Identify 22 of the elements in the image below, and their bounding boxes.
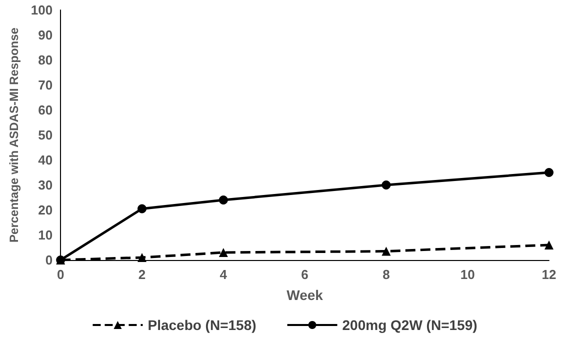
x-tick-label: 4 [220, 267, 228, 282]
x-tick-label: 8 [382, 267, 390, 282]
y-tick-label: 100 [30, 2, 53, 18]
y-tick-label: 90 [38, 28, 53, 42]
y-tick-label: 0 [45, 252, 53, 268]
x-tick-label: 0 [56, 267, 64, 282]
y-tick-label: 30 [38, 178, 53, 192]
x-tick-label: 2 [138, 267, 146, 282]
y-tick-label: 20 [38, 202, 53, 218]
x-tick-label: 6 [301, 267, 308, 282]
y-tick-label: 10 [38, 228, 53, 242]
legend-label: Placebo (N=158) [148, 317, 256, 333]
y-tick-label: 70 [38, 78, 53, 92]
y-tick-label: 40 [38, 152, 53, 168]
x-tick-label: 10 [460, 267, 475, 282]
y-axis-title: Percentage with ASDAS-MI Response [7, 27, 21, 242]
y-tick-label: 50 [38, 128, 53, 142]
y-tick-label: 60 [38, 102, 53, 118]
legend-label: 200mg Q2W (N=159) [342, 317, 478, 333]
x-axis-title: Week [286, 287, 324, 303]
y-tick-label: 80 [38, 52, 53, 68]
x-tick-label: 12 [542, 267, 556, 282]
